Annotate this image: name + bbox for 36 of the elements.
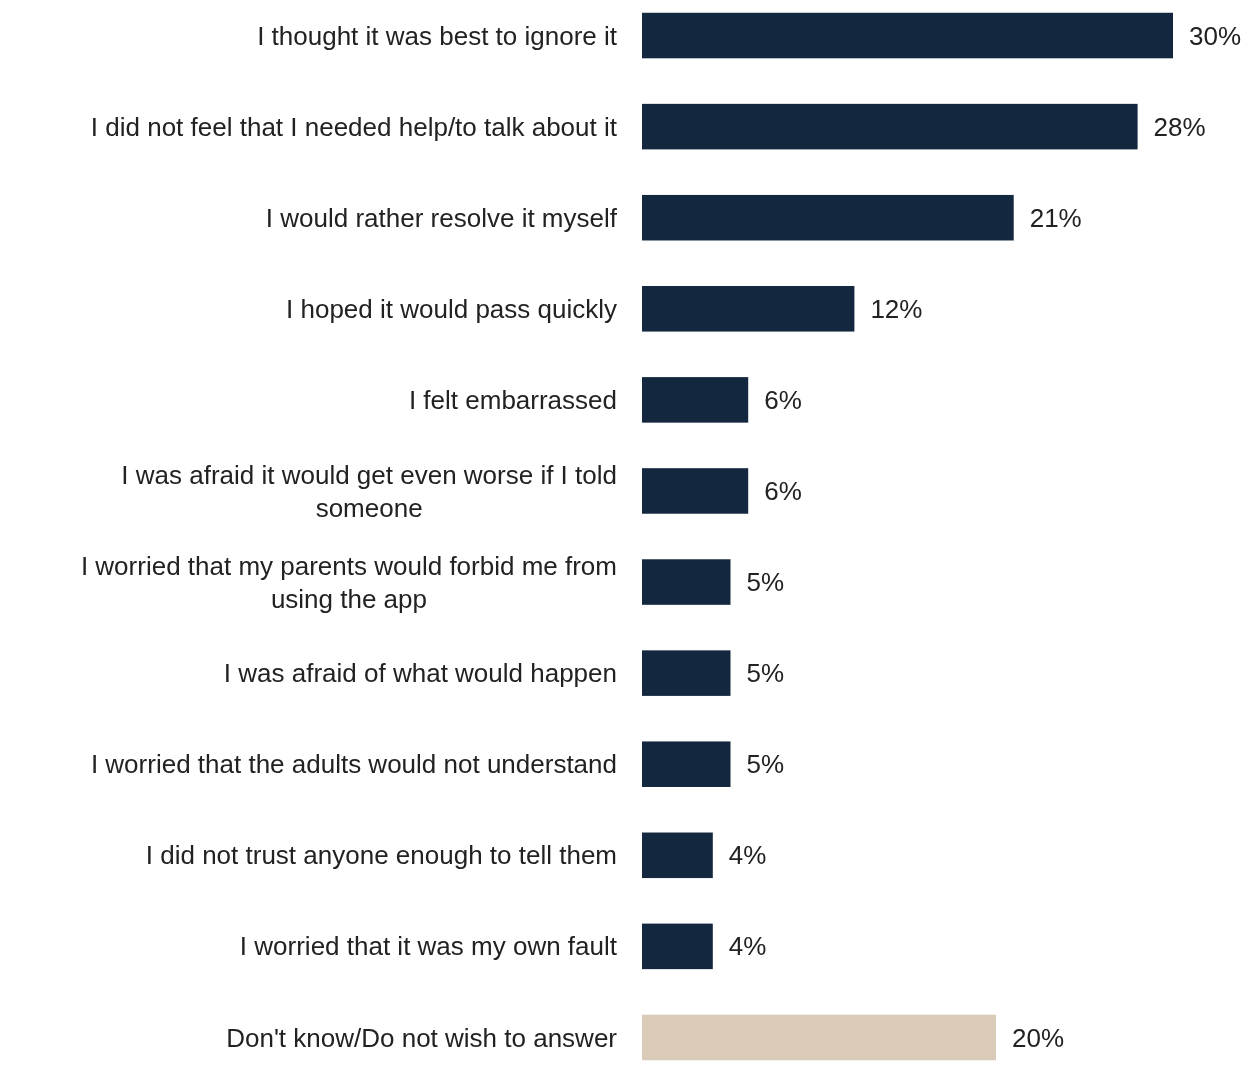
bar <box>642 1014 996 1061</box>
y-tick-label: I would rather resolve it myself <box>265 202 618 233</box>
bar <box>642 741 731 787</box>
data-label: 20% <box>1012 1022 1065 1053</box>
data-label: 5% <box>746 567 785 598</box>
y-tick-label: Don't know/Do not wish to answer <box>226 1022 618 1053</box>
data-label: 28% <box>1153 111 1206 142</box>
data-label: 21% <box>1029 202 1082 233</box>
y-tick-label: I worried that my parents would forbid me from using the app <box>80 550 617 614</box>
bar <box>642 377 749 423</box>
data-label: 5% <box>746 658 785 689</box>
y-tick-label: I was afraid it would get even worse if I told someone <box>121 459 617 523</box>
bar <box>642 832 713 879</box>
data-label: 5% <box>746 749 785 780</box>
data-label: 6% <box>764 384 802 415</box>
y-tick-label: I thought it was best to ignore it <box>257 20 618 51</box>
data-label: 4% <box>728 840 767 871</box>
data-label: 30% <box>1189 20 1242 51</box>
y-tick-label: I did not feel that I needed help/to talk about it <box>90 111 618 142</box>
data-label: 6% <box>764 476 802 507</box>
bar <box>642 12 1173 59</box>
y-tick-label: I did not trust anyone enough to tell them <box>145 840 617 871</box>
data-label: 12% <box>870 293 923 324</box>
bar <box>642 650 731 696</box>
bar <box>642 194 1014 241</box>
bar <box>642 286 855 332</box>
y-tick-label: I was afraid of what would happen <box>223 658 617 689</box>
y-tick-label: I felt embarrassed <box>408 384 617 415</box>
y-tick-label: I worried that it was my own fault <box>239 931 618 962</box>
y-tick-label: I worried that the adults would not understand <box>90 749 617 780</box>
bar <box>642 103 1138 150</box>
bar <box>642 559 731 605</box>
data-label: 4% <box>728 931 767 962</box>
y-tick-label: I hoped it would pass quickly <box>286 293 617 324</box>
bar <box>642 923 713 970</box>
bar <box>642 468 749 514</box>
